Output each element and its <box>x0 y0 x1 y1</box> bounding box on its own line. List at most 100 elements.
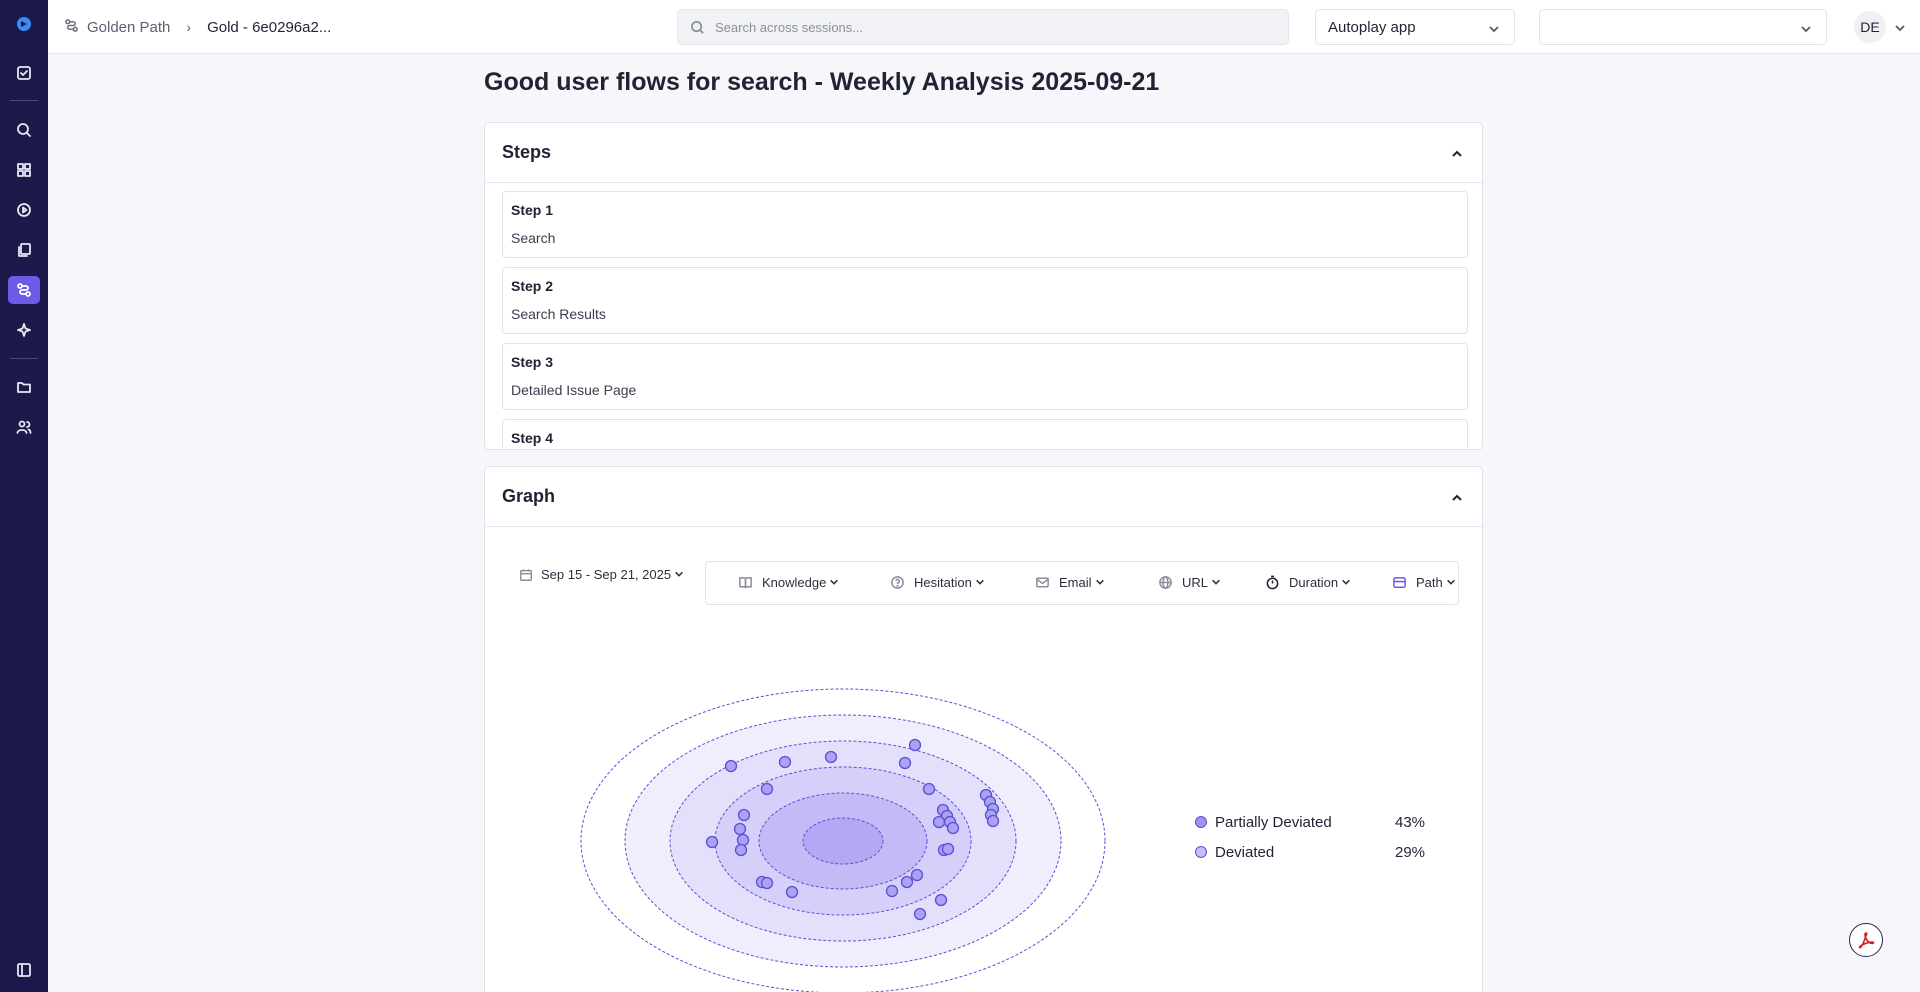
session-dot[interactable] <box>736 833 750 847</box>
session-dot[interactable] <box>932 815 946 829</box>
step-item[interactable]: Step 4 <box>502 419 1468 448</box>
legend-item[interactable]: Partially Deviated 43% <box>1195 812 1425 832</box>
step-item[interactable]: Step 2 Search Results <box>502 267 1468 334</box>
step-name: Detailed Issue Page <box>511 382 637 398</box>
session-dot[interactable] <box>824 750 838 764</box>
graph-rings <box>580 688 1106 992</box>
graph-card: Graph Sep 15 - Sep 21, 2025 Knowledge He… <box>484 466 1483 992</box>
pdf-export-button[interactable] <box>1849 923 1883 957</box>
copy-icon[interactable] <box>12 238 36 262</box>
global-search[interactable] <box>677 9 1289 45</box>
session-dot[interactable] <box>737 808 751 822</box>
app-select[interactable]: Autoplay app <box>1315 9 1515 45</box>
logo-icon[interactable] <box>12 12 36 36</box>
chevron-down-icon <box>671 567 684 582</box>
session-dot[interactable] <box>778 755 792 769</box>
date-range-value: Sep 15 - Sep 21, 2025 <box>541 567 672 582</box>
globe-icon <box>1159 576 1172 589</box>
checklist-icon[interactable] <box>12 61 36 85</box>
sidebar <box>0 0 48 992</box>
session-dot[interactable] <box>910 868 924 882</box>
step-label: Step 4 <box>511 430 554 446</box>
session-dot[interactable] <box>705 835 719 849</box>
sparkle-icon[interactable] <box>12 318 36 342</box>
legend-value: 29% <box>1395 843 1426 861</box>
step-label: Step 3 <box>511 354 554 370</box>
legend-swatch <box>1195 816 1207 828</box>
filter-label: URL <box>1182 575 1209 590</box>
chevron-down-icon[interactable] <box>1894 21 1906 39</box>
filter-label: Email <box>1059 575 1092 590</box>
step-name: Search <box>511 230 556 246</box>
session-dot[interactable] <box>898 756 912 770</box>
session-dot[interactable] <box>785 885 799 899</box>
breadcrumb-root[interactable]: Golden Path <box>87 18 171 36</box>
hesitation-filter[interactable]: Hesitation <box>890 575 985 590</box>
email-filter[interactable]: Email <box>1035 575 1105 590</box>
session-dot[interactable] <box>900 875 914 889</box>
deviation-graph[interactable] <box>485 617 1483 992</box>
chevron-down-icon <box>1443 575 1456 590</box>
steps-list[interactable]: Step 1 Search Step 2 Search Results Step… <box>485 183 1482 448</box>
graph-header[interactable]: Graph <box>485 467 1482 527</box>
session-dots[interactable] <box>705 738 1000 921</box>
steps-header[interactable]: Steps <box>485 123 1482 183</box>
chevron-down-icon <box>1092 575 1105 590</box>
knowledge-filter[interactable]: Knowledge <box>738 575 839 590</box>
session-dot[interactable] <box>986 814 1000 828</box>
search-input[interactable] <box>715 19 1255 35</box>
filter-label: Knowledge <box>762 575 827 590</box>
chevron-down-icon <box>1338 575 1351 590</box>
session-dot[interactable] <box>934 893 948 907</box>
path-filter-icon <box>1393 577 1406 588</box>
session-dot[interactable] <box>946 821 960 835</box>
users-icon[interactable] <box>12 415 36 439</box>
breadcrumb: Golden Path › Gold - 6e0296a2... <box>64 0 331 54</box>
chevron-down-icon <box>1488 22 1500 39</box>
dashboard-icon[interactable] <box>12 158 36 182</box>
session-dot[interactable] <box>724 759 738 773</box>
date-range-filter[interactable]: Sep 15 - Sep 21, 2025 <box>519 567 684 582</box>
chevron-up-icon[interactable] <box>1450 489 1464 510</box>
legend-label: Partially Deviated <box>1215 813 1332 831</box>
avatar[interactable]: DE <box>1854 11 1886 43</box>
session-dot[interactable] <box>734 843 748 857</box>
filter-label: Duration <box>1289 575 1339 590</box>
graph-ring <box>802 817 884 865</box>
step-item[interactable]: Step 1 Search <box>502 191 1468 258</box>
session-dot[interactable] <box>913 907 927 921</box>
filter-label: Hesitation <box>914 575 972 590</box>
breadcrumb-current: Gold - 6e0296a2... <box>207 18 332 36</box>
filter-label: Path <box>1416 575 1443 590</box>
session-dot[interactable] <box>941 842 955 856</box>
chevron-up-icon[interactable] <box>1450 145 1464 166</box>
session-dot[interactable] <box>760 782 774 796</box>
legend-swatch <box>1195 846 1207 858</box>
help-circle-icon <box>891 576 904 589</box>
chevron-down-icon <box>1800 22 1812 39</box>
secondary-select[interactable] <box>1539 9 1827 45</box>
session-dot[interactable] <box>885 884 899 898</box>
session-dot[interactable] <box>908 738 922 752</box>
folder-icon[interactable] <box>12 375 36 399</box>
path-icon[interactable] <box>8 276 40 304</box>
step-item[interactable]: Step 3 Detailed Issue Page <box>502 343 1468 410</box>
sidebar-divider <box>10 100 38 101</box>
app-select-value: Autoplay app <box>1328 18 1416 36</box>
legend-label: Deviated <box>1215 843 1275 861</box>
play-icon[interactable] <box>12 198 36 222</box>
session-dot[interactable] <box>760 876 774 890</box>
url-filter[interactable]: URL <box>1158 575 1221 590</box>
sidebar-toggle-icon[interactable] <box>12 958 36 982</box>
path-icon <box>64 18 79 37</box>
session-dot[interactable] <box>922 782 936 796</box>
search-icon[interactable] <box>12 118 36 142</box>
pdf-icon <box>1858 932 1875 949</box>
book-icon <box>739 577 752 589</box>
sidebar-divider <box>10 358 38 359</box>
legend-item[interactable]: Deviated 29% <box>1195 842 1425 862</box>
session-dot[interactable] <box>733 822 747 836</box>
steps-title: Steps <box>502 142 552 162</box>
duration-filter[interactable]: Duration <box>1265 575 1351 590</box>
path-filter[interactable]: Path <box>1392 575 1456 590</box>
